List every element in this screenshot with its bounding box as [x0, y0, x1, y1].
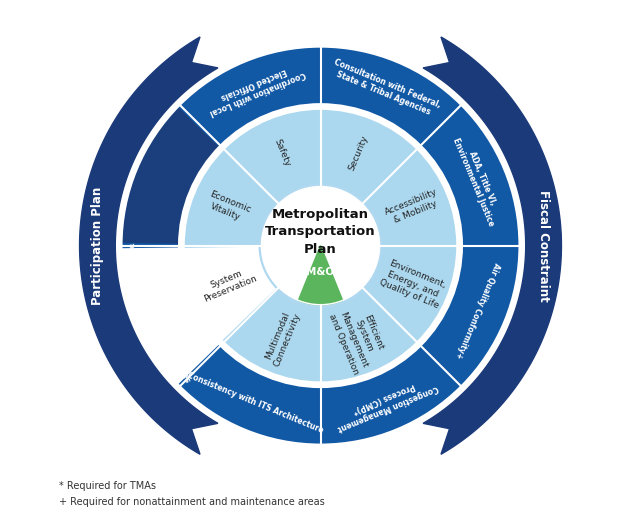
- Text: ADA, Title VI,
Environmental Justice: ADA, Title VI, Environmental Justice: [451, 133, 505, 228]
- Polygon shape: [322, 347, 460, 445]
- Polygon shape: [363, 247, 457, 341]
- Circle shape: [307, 232, 334, 259]
- Circle shape: [266, 191, 375, 300]
- Circle shape: [262, 187, 379, 305]
- Circle shape: [317, 242, 324, 249]
- Polygon shape: [226, 109, 319, 203]
- Circle shape: [269, 194, 372, 298]
- Polygon shape: [422, 247, 519, 384]
- Polygon shape: [298, 246, 343, 305]
- Circle shape: [285, 210, 356, 281]
- Text: Environment,
Energy, and
Quality of Life: Environment, Energy, and Quality of Life: [378, 258, 448, 310]
- Text: Efficient
System
Management
and Operation: Efficient System Management and Operatio…: [328, 300, 390, 376]
- Polygon shape: [423, 37, 562, 455]
- Circle shape: [292, 218, 349, 273]
- Text: + Required for nonattainment and maintenance areas: + Required for nonattainment and mainten…: [60, 497, 325, 507]
- Circle shape: [297, 223, 344, 269]
- Circle shape: [312, 237, 329, 254]
- Polygon shape: [181, 47, 319, 144]
- Circle shape: [319, 244, 322, 247]
- Text: Safety: Safety: [272, 138, 292, 168]
- Text: Accessibility
& Mobility: Accessibility & Mobility: [383, 187, 443, 227]
- Text: Fiscal Constraint: Fiscal Constraint: [537, 190, 550, 302]
- Polygon shape: [322, 47, 460, 144]
- Text: Metropolitan
Transportation
Plan: Metropolitan Transportation Plan: [265, 208, 376, 255]
- Text: Coordination with Local
Elected Officials: Coordination with Local Elected Official…: [204, 60, 306, 117]
- Polygon shape: [226, 288, 319, 382]
- Polygon shape: [184, 151, 278, 245]
- Polygon shape: [181, 347, 319, 445]
- Polygon shape: [322, 109, 415, 203]
- Text: Participation Plan: Participation Plan: [91, 187, 104, 305]
- Circle shape: [271, 196, 370, 295]
- Circle shape: [304, 230, 337, 262]
- Polygon shape: [122, 47, 519, 444]
- Circle shape: [300, 225, 341, 266]
- Circle shape: [302, 227, 339, 264]
- Circle shape: [278, 203, 363, 288]
- Circle shape: [310, 234, 331, 257]
- Circle shape: [288, 213, 353, 279]
- Polygon shape: [184, 109, 457, 382]
- Text: Congestion Management
Process (CMP)*: Congestion Management Process (CMP)*: [332, 373, 439, 432]
- Text: System
Preservation: System Preservation: [198, 264, 258, 304]
- Polygon shape: [322, 288, 415, 382]
- Circle shape: [290, 215, 351, 276]
- Circle shape: [295, 220, 346, 271]
- Polygon shape: [79, 37, 218, 455]
- Circle shape: [264, 189, 377, 302]
- Circle shape: [274, 199, 367, 293]
- Text: * Required for TMAs: * Required for TMAs: [60, 481, 156, 491]
- Text: Security: Security: [347, 134, 370, 172]
- Text: Air Quality Conformity+: Air Quality Conformity+: [454, 262, 502, 360]
- Text: Consistency with ITS Architecture: Consistency with ITS Architecture: [186, 371, 325, 435]
- Circle shape: [262, 187, 379, 305]
- Text: Economic
Vitality: Economic Vitality: [204, 190, 252, 225]
- Polygon shape: [422, 107, 519, 244]
- Circle shape: [276, 201, 365, 290]
- Circle shape: [283, 208, 358, 283]
- Text: Consultation with Federal,
State & Tribal Agencies: Consultation with Federal, State & Triba…: [329, 57, 442, 119]
- Text: Multimodal
Connectivity: Multimodal Connectivity: [262, 308, 302, 368]
- Text: Coordination with State
and Local Transportation Agencies: Coordination with State and Local Transp…: [126, 238, 201, 384]
- Text: M&O: M&O: [306, 267, 335, 277]
- Circle shape: [281, 206, 360, 286]
- Polygon shape: [363, 151, 457, 245]
- Polygon shape: [122, 107, 219, 244]
- Circle shape: [314, 239, 327, 252]
